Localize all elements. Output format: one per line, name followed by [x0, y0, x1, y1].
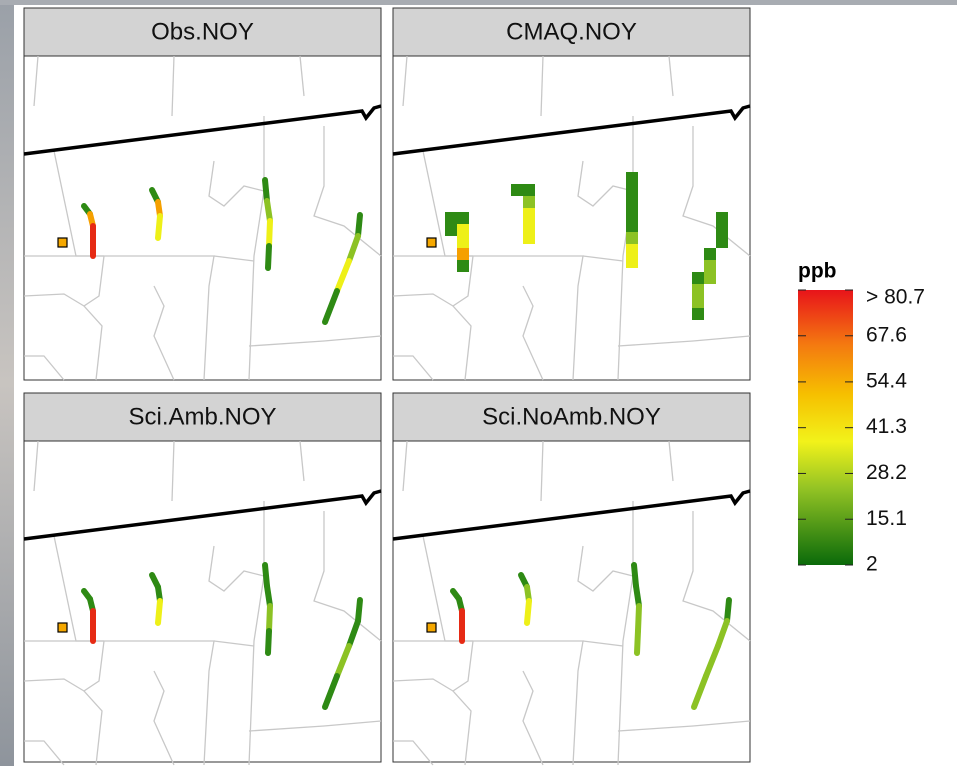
- model-cell: [626, 244, 638, 256]
- model-cell: [445, 212, 457, 224]
- panel: Sci.Amb.NOY: [22, 392, 383, 766]
- flight-track: [266, 218, 273, 249]
- flight-track: [715, 618, 730, 649]
- flight-track: [322, 288, 340, 325]
- model-cell: [511, 184, 523, 196]
- model-cell: [692, 296, 704, 308]
- flight-track: [262, 562, 270, 589]
- legend-label: 54.4: [866, 369, 907, 392]
- model-cell: [626, 232, 638, 244]
- model-cell: [523, 208, 535, 220]
- model-cell: [704, 260, 716, 272]
- flight-track: [262, 177, 270, 204]
- map: [22, 54, 383, 382]
- map: [391, 439, 752, 766]
- legend-label: 15.1: [866, 507, 907, 530]
- legend-label: > 80.7: [866, 286, 925, 309]
- legend-title: ppb: [798, 260, 836, 283]
- panel-strip: [392, 7, 751, 57]
- panel-title: Sci.NoAmb.NOY: [482, 403, 661, 430]
- edge: [0, 0, 957, 5]
- flight-track: [334, 643, 352, 679]
- model-cell: [445, 224, 457, 236]
- map: [391, 54, 752, 382]
- flight-track: [265, 243, 272, 271]
- map-frame: [23, 55, 382, 381]
- flight-track: [334, 258, 352, 294]
- model-cell: [523, 196, 535, 208]
- model-cell: [704, 248, 716, 260]
- model-cell: [626, 196, 638, 208]
- panels: Obs.NOY CMAQ.NOY Sci.Amb.NOY Sci.NoAmb.NOY: [22, 7, 752, 766]
- model-cell: [457, 236, 469, 248]
- panel: Obs.NOY: [22, 7, 383, 382]
- model-cell: [457, 248, 469, 260]
- flight-track: [346, 618, 361, 649]
- model-cell: [626, 220, 638, 232]
- legend-ticks: > 80.7 67.6 54.4 41.3 28.2 15.1 2: [798, 286, 925, 576]
- flight-track: [264, 583, 273, 609]
- model-cell: [692, 272, 704, 284]
- model-cell: [523, 184, 535, 196]
- model-cell: [457, 260, 469, 272]
- flight-track: [355, 597, 363, 624]
- flight-track: [266, 603, 273, 634]
- legend-label: 2: [866, 553, 878, 576]
- flight-track: [631, 562, 639, 589]
- panel: CMAQ.NOY: [391, 7, 752, 382]
- map: [22, 439, 383, 766]
- flight-track: [264, 198, 273, 224]
- flight-track: [524, 598, 532, 626]
- panel-title: Obs.NOY: [151, 18, 254, 45]
- model-cell: [716, 224, 728, 236]
- flight-track: [634, 628, 641, 656]
- model-cell: [626, 172, 638, 184]
- legend-label: 28.2: [866, 461, 907, 484]
- flight-track: [635, 603, 642, 634]
- legend-label: 67.6: [866, 323, 907, 346]
- legend-label: 41.3: [866, 415, 907, 438]
- model-cell: [626, 208, 638, 220]
- model-cell: [692, 284, 704, 296]
- flight-track: [724, 597, 732, 624]
- panel: Sci.NoAmb.NOY: [391, 392, 752, 766]
- map-frame: [392, 440, 751, 763]
- flight-track: [633, 583, 642, 609]
- model-cell: [457, 212, 469, 224]
- panel-strip: [23, 392, 382, 442]
- model-cell: [716, 212, 728, 224]
- edge: [0, 0, 14, 766]
- panel-title: CMAQ.NOY: [506, 18, 637, 45]
- model-cell: [716, 236, 728, 248]
- flight-track: [155, 598, 163, 626]
- flight-track: [346, 233, 361, 264]
- flight-track: [355, 212, 363, 239]
- panel-strip: [392, 392, 751, 442]
- model-cell: [626, 184, 638, 196]
- model-cell: [704, 272, 716, 284]
- flight-track: [691, 673, 709, 710]
- flight-track: [703, 643, 721, 679]
- panel-strip: [23, 7, 382, 57]
- model-cell: [692, 308, 704, 320]
- model-cell: [626, 256, 638, 268]
- flight-track: [322, 673, 340, 710]
- model-cell: [523, 220, 535, 232]
- colorbar: [798, 290, 853, 565]
- model-cell: [457, 224, 469, 236]
- model-cell: [523, 232, 535, 244]
- panel-title: Sci.Amb.NOY: [128, 403, 276, 430]
- flight-track: [265, 628, 272, 656]
- legend: ppb > 80.7 67.6 54.4 41.3 28.2 15.1 2: [798, 260, 925, 576]
- flight-track: [155, 213, 163, 241]
- map-frame: [23, 440, 382, 763]
